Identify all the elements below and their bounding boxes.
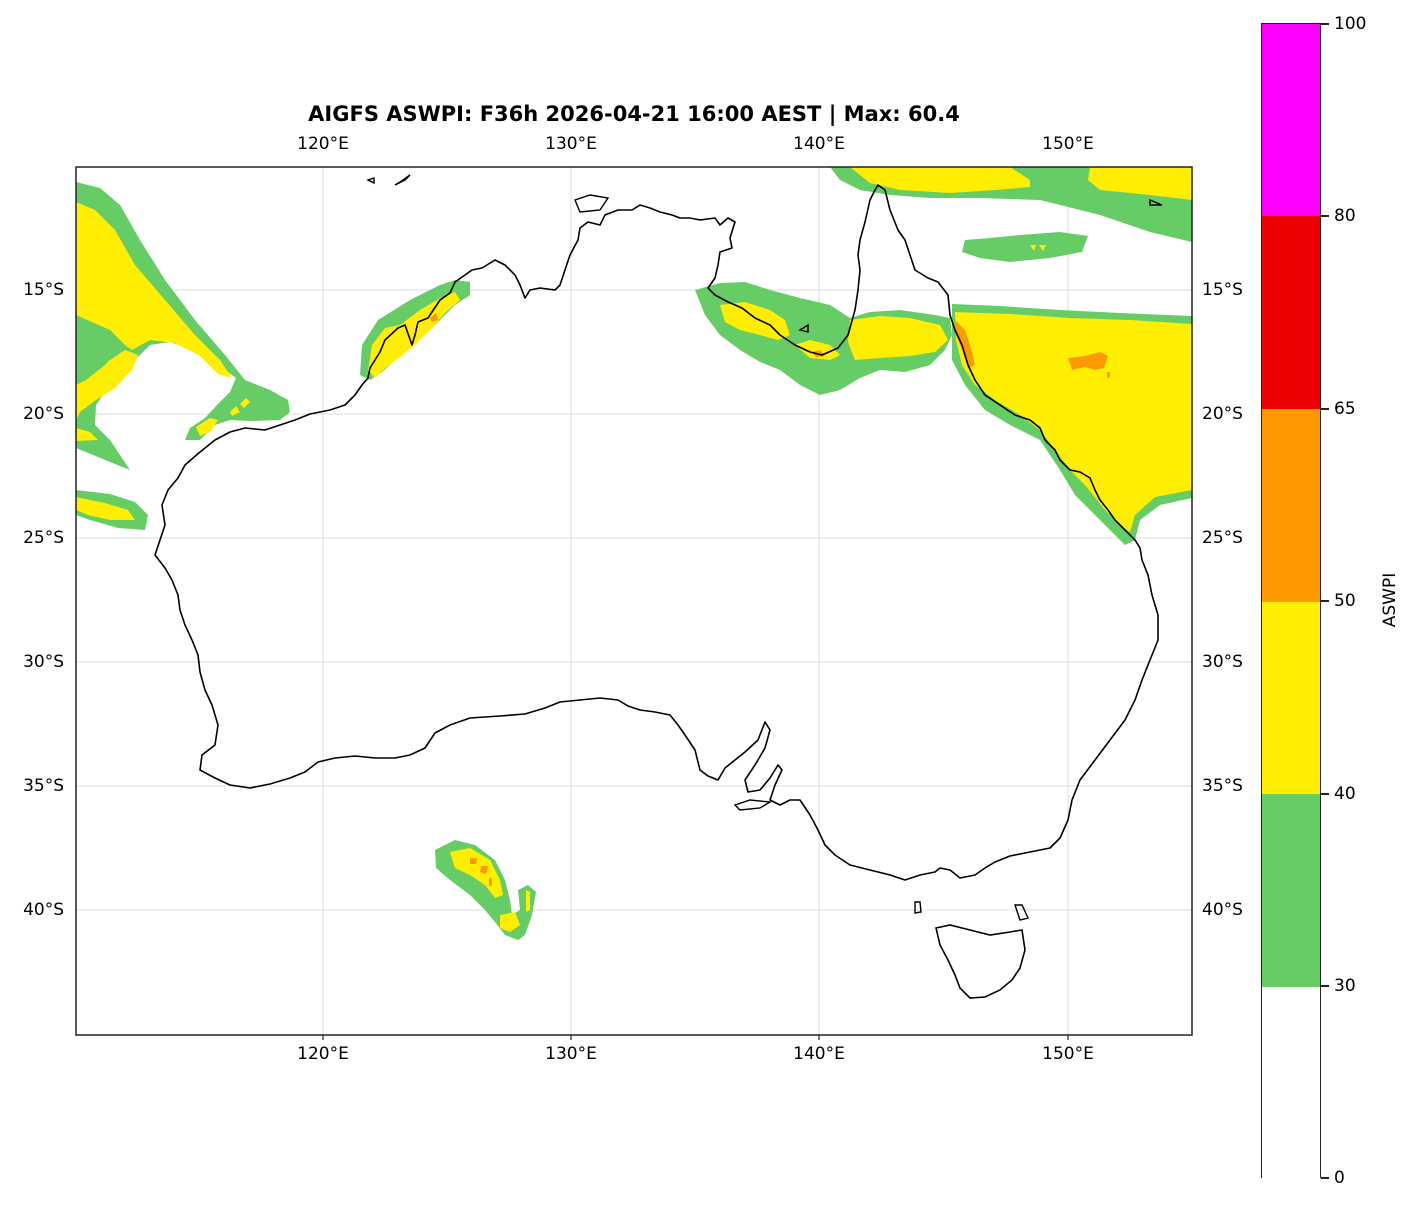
y-tick-right-35s: 35°S bbox=[1202, 776, 1243, 796]
x-tick-top-140: 140°E bbox=[793, 134, 845, 154]
x-tick-top-130: 130°E bbox=[545, 134, 597, 154]
colorbar-tick-65: 65 bbox=[1334, 399, 1356, 419]
colorbar-tick-80: 80 bbox=[1334, 206, 1356, 226]
coastline-islands bbox=[366, 174, 1163, 921]
y-tick-left-35s: 35°S bbox=[23, 776, 64, 796]
y-tick-right-30s: 30°S bbox=[1202, 652, 1243, 672]
y-tick-right-20s: 20°S bbox=[1202, 404, 1243, 424]
contour-carpentaria bbox=[695, 282, 952, 395]
contour-southern-cell bbox=[435, 840, 536, 940]
y-tick-left-15s: 15°S bbox=[23, 280, 64, 300]
colorbar-tick-40: 40 bbox=[1334, 784, 1356, 804]
x-tick-bottom-120: 120°E bbox=[297, 1044, 349, 1064]
colorbar-tick-30: 30 bbox=[1334, 976, 1356, 996]
colorbar-segment-0-30 bbox=[1262, 987, 1320, 1179]
x-tick-top-120: 120°E bbox=[297, 134, 349, 154]
y-tick-left-25s: 25°S bbox=[23, 528, 64, 548]
contour-coral-sea bbox=[952, 304, 1192, 545]
x-tick-bottom-130: 130°E bbox=[545, 1044, 597, 1064]
x-tick-bottom-140: 140°E bbox=[793, 1044, 845, 1064]
y-tick-left-40s: 40°S bbox=[23, 900, 64, 920]
contour-kimberley bbox=[360, 280, 470, 380]
colorbar-segment-30-40 bbox=[1262, 794, 1320, 987]
contour-exmouth bbox=[76, 490, 148, 530]
y-tick-left-30s: 30°S bbox=[23, 652, 64, 672]
y-tick-left-20s: 20°S bbox=[23, 404, 64, 424]
y-tick-right-15s: 15°S bbox=[1202, 280, 1243, 300]
coastline-australia bbox=[154, 184, 1159, 881]
x-tick-bottom-150: 150°E bbox=[1042, 1044, 1094, 1064]
contour-west-indian-ocean bbox=[76, 182, 290, 470]
x-tick-top-150: 150°E bbox=[1042, 134, 1094, 154]
chart-title: AIGFS ASWPI: F36h 2026-04-21 16:00 AEST … bbox=[308, 102, 960, 126]
colorbar-segment-40-50 bbox=[1262, 602, 1320, 794]
colorbar-segment-50-65 bbox=[1262, 409, 1320, 602]
coastline-tasmania bbox=[935, 924, 1026, 999]
colorbar-tick-0: 0 bbox=[1334, 1168, 1345, 1188]
colorbar-tick-100: 100 bbox=[1334, 14, 1367, 34]
y-tick-right-25s: 25°S bbox=[1202, 528, 1243, 548]
colorbar-label: ASWPI bbox=[1380, 572, 1400, 628]
colorbar-segment-65-80 bbox=[1262, 216, 1320, 409]
colorbar-tick-50: 50 bbox=[1334, 591, 1356, 611]
colorbar bbox=[1261, 23, 1321, 1179]
y-tick-right-40s: 40°S bbox=[1202, 900, 1243, 920]
plot-frame bbox=[75, 166, 1193, 1036]
colorbar-segment-80-100 bbox=[1262, 24, 1320, 216]
contour-north-band bbox=[830, 167, 1192, 262]
